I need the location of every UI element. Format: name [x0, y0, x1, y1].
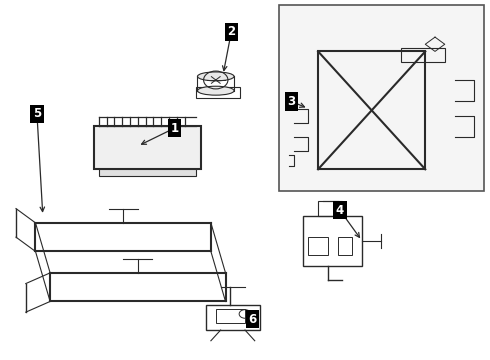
Ellipse shape [197, 72, 234, 81]
Bar [338, 237, 352, 255]
Text: 5: 5 [33, 107, 41, 120]
Bar [206, 305, 260, 330]
Bar [318, 202, 343, 216]
Bar [196, 87, 240, 98]
Text: 2: 2 [227, 25, 235, 38]
Text: 3: 3 [287, 95, 295, 108]
Bar [318, 51, 425, 169]
Text: 6: 6 [248, 313, 256, 326]
Bar [216, 309, 245, 323]
Text: 1: 1 [171, 122, 178, 135]
Text: 4: 4 [336, 204, 344, 217]
Bar [401, 48, 445, 62]
Bar [303, 216, 362, 266]
Bar [99, 169, 196, 176]
Bar [279, 5, 484, 191]
Bar [308, 237, 328, 255]
Bar [94, 126, 201, 169]
Ellipse shape [197, 86, 234, 95]
